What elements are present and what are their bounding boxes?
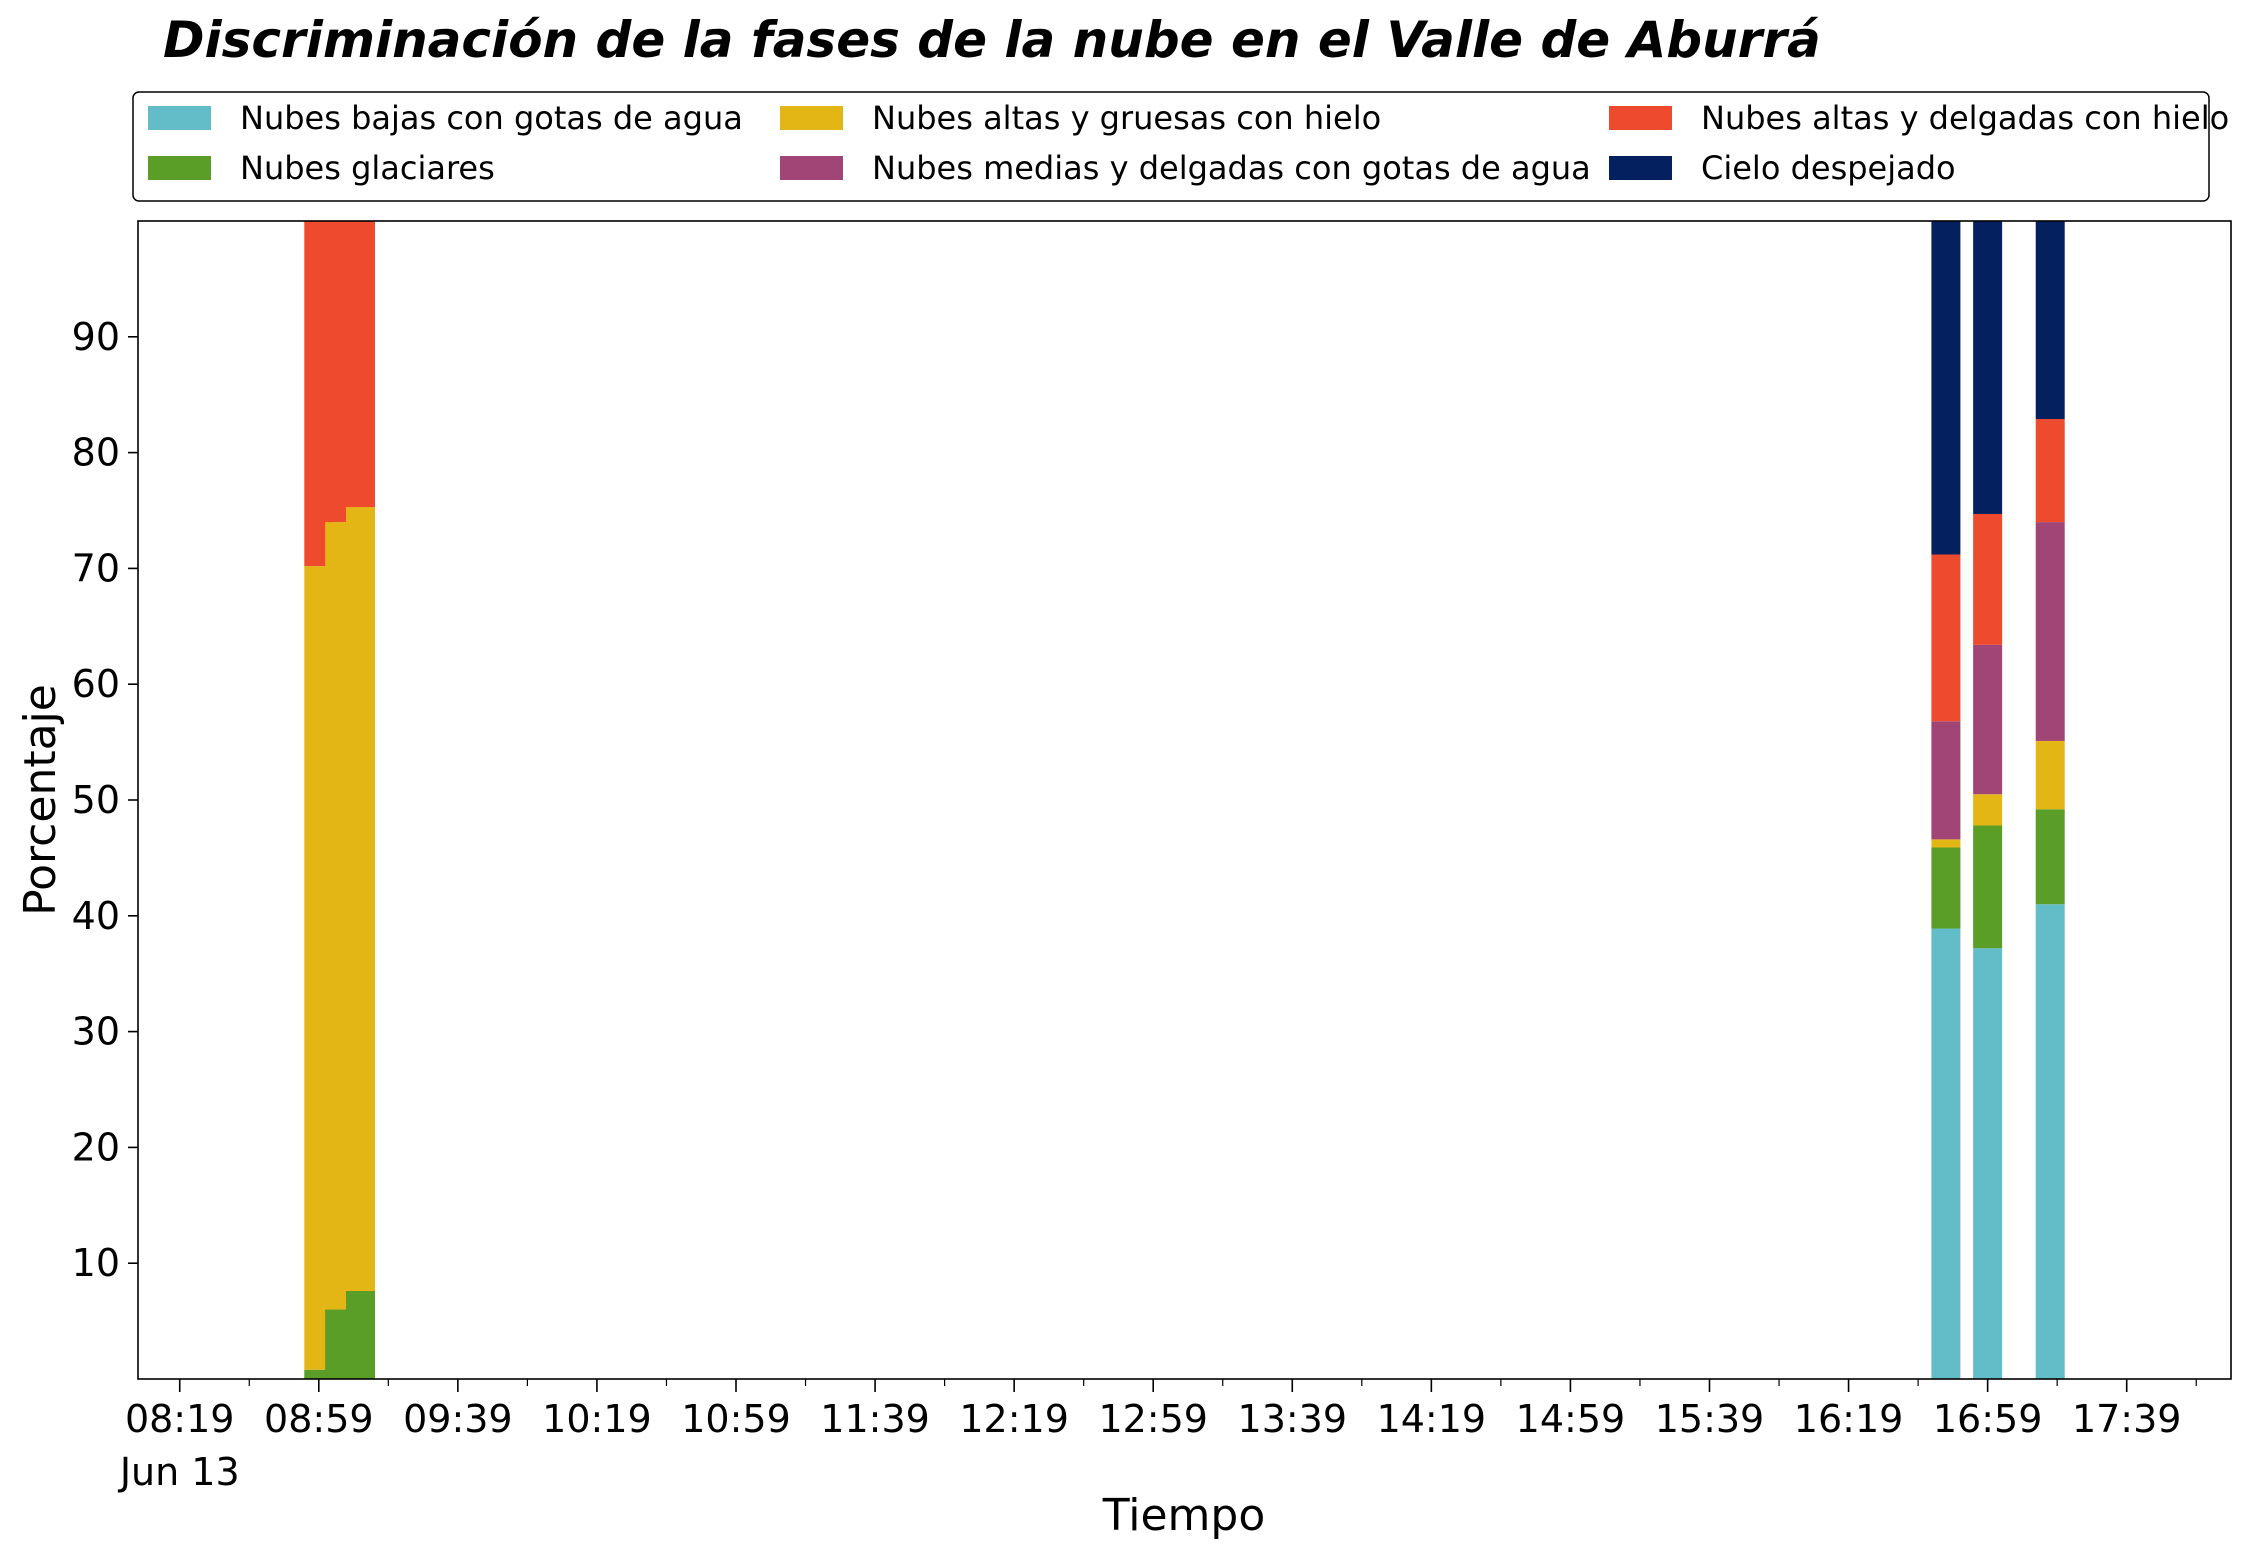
x-axis: 08:19 Jun 13 08:59 09:39 10:19 10:59 11:39 12:1… (118, 1379, 2197, 1494)
x-tick-label: 14:59 (1516, 1397, 1626, 1441)
bar-segment (1973, 221, 2003, 514)
legend-label: Nubes altas y delgadas con hielo (1701, 99, 2229, 137)
legend-swatch (1609, 106, 1672, 130)
x-tick-label: 12:19 (959, 1397, 1069, 1441)
x-tick-date-label: Jun 13 (118, 1450, 240, 1494)
legend-swatch (1609, 156, 1672, 180)
x-tick-label: 10:59 (681, 1397, 791, 1441)
y-tick-label: 50 (72, 778, 120, 822)
legend-label: Nubes glaciares (240, 149, 495, 187)
x-tick-label: 15:39 (1655, 1397, 1765, 1441)
bar-segment (2035, 419, 2065, 523)
bar-segment (2035, 809, 2065, 905)
x-tick-label: 08:59 (264, 1397, 374, 1441)
x-tick-label: 10:19 (542, 1397, 652, 1441)
bar-segment (1931, 221, 1961, 555)
legend-swatch (780, 106, 843, 130)
x-axis-label: Tiempo (1102, 1490, 1266, 1541)
legend-label: Cielo despejado (1701, 149, 1956, 187)
bar-segment (1973, 948, 2003, 1379)
bar-segment (1973, 825, 2003, 949)
x-tick-label: 16:59 (1933, 1397, 2043, 1441)
legend-swatch (148, 156, 211, 180)
y-tick-label: 20 (72, 1125, 120, 1169)
bar-segment (346, 1290, 376, 1379)
bar-segment (1931, 847, 1961, 929)
y-axis: 10 20 30 40 50 60 70 80 90 (72, 315, 138, 1285)
bar-segment (346, 507, 376, 1291)
bar-segment (2035, 904, 2065, 1379)
x-tick-label: 12:59 (1098, 1397, 1208, 1441)
bar-segment (2035, 522, 2065, 741)
y-tick-label: 40 (72, 894, 120, 938)
x-tick-label: 08:19 (125, 1397, 235, 1441)
y-tick-label: 90 (72, 315, 120, 359)
bar-segment (1931, 721, 1961, 840)
bar-segment (1973, 513, 2003, 645)
bar-segment (2035, 221, 2065, 420)
chart-title: Discriminación de la fases de la nube en… (163, 11, 1821, 69)
x-tick-label: 14:19 (1377, 1397, 1487, 1441)
x-tick-label: 17:39 (2072, 1397, 2182, 1441)
x-tick-label: 16:19 (1794, 1397, 1904, 1441)
x-tick-label: 11:39 (820, 1397, 930, 1441)
x-tick-label: 09:39 (403, 1397, 513, 1441)
legend-swatch (148, 106, 211, 130)
legend: Nubes bajas con gotas de agua Nubes glaci… (148, 99, 2229, 187)
y-tick-label: 60 (72, 662, 120, 706)
bar-segment (346, 221, 376, 508)
legend-swatch (780, 156, 843, 180)
legend-label: Nubes medias y delgadas con gotas de agu… (872, 149, 1591, 187)
y-tick-label: 30 (72, 1010, 120, 1054)
y-tick-label: 70 (72, 546, 120, 590)
bar-segment (2035, 740, 2065, 810)
bar-segment (1931, 928, 1961, 1379)
legend-label: Nubes altas y gruesas con hielo (872, 99, 1381, 137)
bar-segment (1931, 554, 1961, 722)
bar-segment (1931, 839, 1961, 848)
legend-label: Nubes bajas con gotas de agua (240, 99, 743, 137)
bars (304, 221, 2065, 1379)
y-tick-label: 10 (72, 1241, 120, 1285)
plot-area (138, 221, 2231, 1379)
y-axis-label: Porcentaje (15, 684, 66, 916)
bar-segment (304, 1369, 334, 1379)
legend-box (132, 91, 2210, 202)
y-tick-label: 80 (72, 431, 120, 475)
bar-segment (1973, 644, 2003, 795)
x-tick-label: 13:39 (1238, 1397, 1348, 1441)
bar-segment (1973, 794, 2003, 826)
